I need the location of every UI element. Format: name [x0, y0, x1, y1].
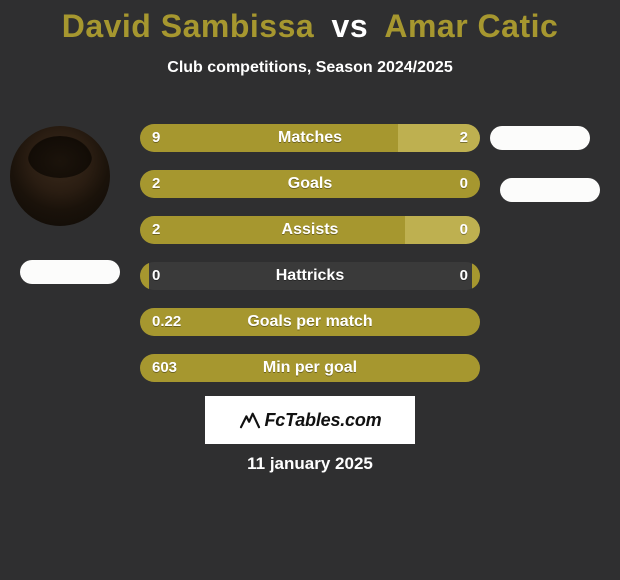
fctables-logo: FcTables.com — [205, 396, 415, 444]
stat-row: 603Min per goal — [140, 354, 480, 382]
page-title: David Sambissa vs Amar Catic — [0, 0, 620, 45]
stat-row: 20Goals — [140, 170, 480, 198]
stat-label: Goals — [140, 170, 480, 198]
player2-name-pill-1 — [490, 126, 590, 150]
snapshot-date: 11 january 2025 — [0, 454, 620, 474]
title-player1: David Sambissa — [62, 8, 314, 44]
title-player2: Amar Catic — [384, 8, 558, 44]
player1-avatar — [10, 126, 110, 226]
player1-name-pill — [20, 260, 120, 284]
stat-row: 92Matches — [140, 124, 480, 152]
comparison-bars: 92Matches 20Goals 20Assists 00Hattricks 0.22… — [140, 124, 480, 400]
stat-row: 0.22Goals per match — [140, 308, 480, 336]
stat-row: 00Hattricks — [140, 262, 480, 290]
stat-label: Matches — [140, 124, 480, 152]
fctables-logo-text: FcTables.com — [265, 410, 382, 431]
title-vs: vs — [332, 8, 369, 44]
stat-label: Min per goal — [140, 354, 480, 382]
player2-name-pill-2 — [500, 178, 600, 202]
stat-label: Assists — [140, 216, 480, 244]
fctables-mark-icon — [239, 411, 261, 429]
subtitle: Club competitions, Season 2024/2025 — [0, 59, 620, 77]
stat-label: Hattricks — [140, 262, 480, 290]
stat-row: 20Assists — [140, 216, 480, 244]
stat-label: Goals per match — [140, 308, 480, 336]
